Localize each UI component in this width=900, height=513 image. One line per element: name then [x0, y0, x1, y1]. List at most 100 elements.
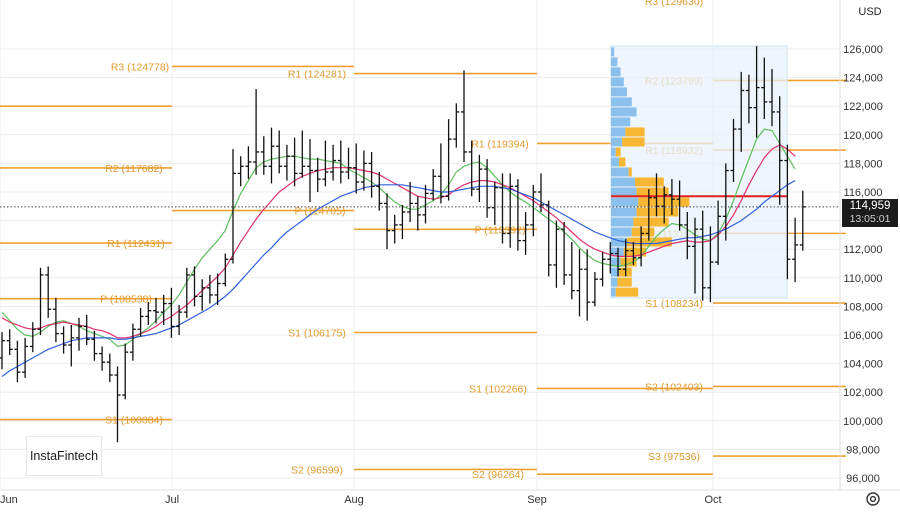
- profile-bar-orange: [636, 207, 679, 217]
- pivot-label: R1 (124281): [288, 69, 346, 81]
- ohlc-bar: [6, 329, 13, 356]
- profile-bar-blue: [611, 47, 615, 57]
- profile-bar-blue: [611, 157, 619, 167]
- ohlc-bar: [168, 287, 175, 338]
- ohlc-bar: [437, 143, 444, 204]
- y-tick-label: 120,000: [843, 130, 883, 142]
- ohlc-bar: [0, 332, 5, 370]
- ohlc-bar: [91, 330, 98, 361]
- pivot-label: S1 (100084): [105, 415, 163, 427]
- profile-bar-blue: [611, 117, 631, 127]
- profile-bar-orange: [628, 167, 632, 177]
- ohlc-bar: [491, 181, 498, 225]
- ohlc-bar: [122, 343, 129, 400]
- pivot-label: R1 (119394): [471, 138, 529, 150]
- profile-bar-blue: [611, 187, 637, 197]
- x-tick-label: Oct: [704, 494, 721, 506]
- ohlc-bar: [561, 222, 568, 285]
- profile-bar-blue: [611, 147, 616, 157]
- ohlc-bar: [14, 340, 21, 383]
- profile-bar-orange: [620, 257, 637, 267]
- profile-bar-blue: [611, 97, 632, 107]
- ohlc-bar: [514, 179, 521, 251]
- ohlc-bar: [52, 297, 59, 343]
- pivot-label: R2 (117682): [105, 163, 163, 175]
- moving-averages: [1, 128, 796, 377]
- ohlc-bar: [99, 346, 106, 371]
- ohlc-bar: [237, 156, 244, 187]
- ohlc-bar: [345, 147, 352, 180]
- y-tick-label: 98,000: [846, 444, 880, 456]
- ohlc-bar: [129, 323, 136, 361]
- settings-gear-icon[interactable]: [864, 490, 882, 508]
- profile-bar-orange: [636, 187, 669, 197]
- ohlc-bar: [661, 186, 668, 224]
- ohlc-bar: [784, 144, 791, 280]
- ohlc-bar: [222, 253, 229, 287]
- ohlc-bar: [407, 181, 414, 223]
- ohlc-bar: [584, 249, 591, 321]
- ohlc-bar: [430, 169, 437, 201]
- pivot-label: P (108538): [100, 294, 152, 306]
- profile-bar-blue: [611, 237, 627, 247]
- ohlc-bar: [191, 266, 198, 307]
- ohlc-bar: [322, 140, 329, 187]
- ohlc-bar: [214, 273, 221, 305]
- ohlc-bar: [337, 140, 344, 184]
- y-tick-label: 116,000: [844, 187, 883, 199]
- ohlc-bar: [753, 46, 760, 138]
- moving-average-line: [1, 128, 796, 348]
- ohlc-bar: [206, 274, 213, 304]
- ohlc-bar: [145, 302, 152, 325]
- ohlc-bar: [353, 143, 360, 194]
- profile-bar-blue: [611, 177, 635, 187]
- ohlc-bar: [230, 149, 236, 264]
- ohlc-bar: [530, 184, 537, 237]
- ohlc-bar: [538, 173, 544, 213]
- pivot-label: R1 (112431): [107, 238, 165, 250]
- profile-bar-blue: [611, 207, 637, 217]
- pivot-label: S1 (102266): [469, 383, 527, 395]
- profile-bar-orange: [615, 147, 621, 157]
- ohlc-bar: [68, 324, 75, 367]
- ohlc-bar: [183, 267, 190, 318]
- ohlc-bar: [368, 151, 375, 198]
- ohlc-bar: [692, 217, 698, 294]
- ohlc-bar: [37, 267, 44, 335]
- profile-bar-blue: [611, 57, 618, 67]
- ohlc-bar: [553, 220, 560, 288]
- ohlc-bar: [761, 57, 768, 120]
- profile-bar-blue: [611, 77, 624, 87]
- profile-range-box: [610, 45, 788, 299]
- ohlc-bar: [276, 130, 283, 174]
- x-tick-label: Jul: [165, 494, 179, 506]
- profile-bar-orange: [623, 247, 647, 257]
- profile-bar-orange: [633, 217, 669, 227]
- currency-selector[interactable]: USD: [844, 2, 896, 22]
- ohlc-bar: [745, 74, 752, 124]
- ohlc-bar: [484, 159, 491, 218]
- ohlc-bar: [591, 272, 598, 307]
- ohlc-bar: [391, 214, 398, 244]
- profile-bar-blue: [611, 197, 639, 207]
- profile-bar-orange: [635, 177, 664, 187]
- y-tick-label: 118,000: [844, 158, 883, 170]
- ohlc-bar: [476, 154, 483, 203]
- profile-bar-orange: [619, 157, 626, 167]
- ohlc-bar: [283, 144, 290, 181]
- y-tick-label: 100,000: [843, 416, 883, 428]
- profile-bar-orange: [615, 287, 639, 297]
- y-tick-label: 112,000: [844, 244, 883, 256]
- ohlc-bar: [776, 96, 783, 205]
- profile-bar-blue: [611, 217, 634, 227]
- pivot-label: S2 (102403): [645, 381, 703, 393]
- ohlc-bar: [268, 127, 275, 184]
- y-tick-label: 124,000: [843, 73, 883, 85]
- ohlc-bar: [176, 304, 183, 335]
- ohlc-bar: [676, 180, 683, 231]
- ohlc-bar: [45, 266, 52, 318]
- profile-bar-blue: [611, 107, 637, 117]
- watermark-logo: InstaFintech: [26, 436, 102, 476]
- profile-bar-blue: [611, 67, 621, 77]
